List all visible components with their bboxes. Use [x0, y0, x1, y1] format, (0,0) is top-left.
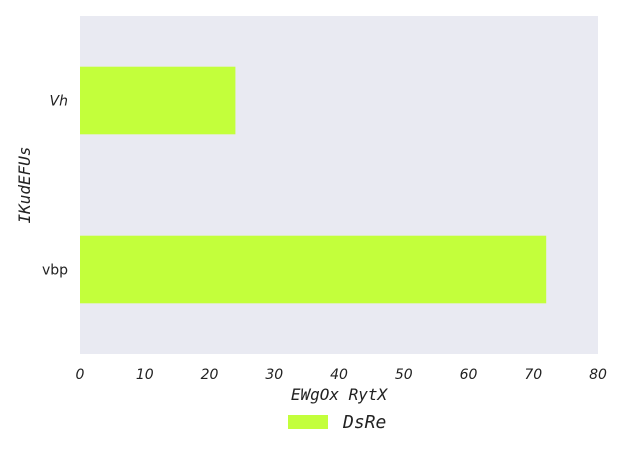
x-tick-label: 30 [265, 367, 283, 383]
x-tick-label: 80 [589, 367, 607, 383]
x-tick-label: 60 [460, 367, 478, 383]
x-tick-label: 0 [76, 367, 85, 383]
legend-swatch-dsre [288, 415, 328, 429]
bar-vbp [80, 235, 547, 304]
x-tick-label: 70 [524, 367, 542, 383]
x-axis-label: EWgOx RytX [291, 385, 389, 404]
x-tick-labels: 0 10 20 30 40 50 60 70 80 [76, 367, 607, 383]
x-tick-label: 10 [136, 367, 154, 383]
category-label-vh: Vh [50, 94, 68, 110]
y-axis-label: IKudEFUs [15, 146, 34, 223]
category-labels: Vh vbp [42, 94, 68, 279]
x-tick-label: 40 [330, 367, 348, 383]
legend-label-dsre: DsRe [342, 412, 386, 433]
x-tick-label: 50 [395, 367, 413, 383]
x-tick-label: 20 [201, 367, 219, 383]
legend: DsRe [288, 412, 386, 433]
bar-vh [80, 66, 236, 135]
bars [80, 66, 547, 304]
category-label-vbp: vbp [42, 263, 68, 279]
